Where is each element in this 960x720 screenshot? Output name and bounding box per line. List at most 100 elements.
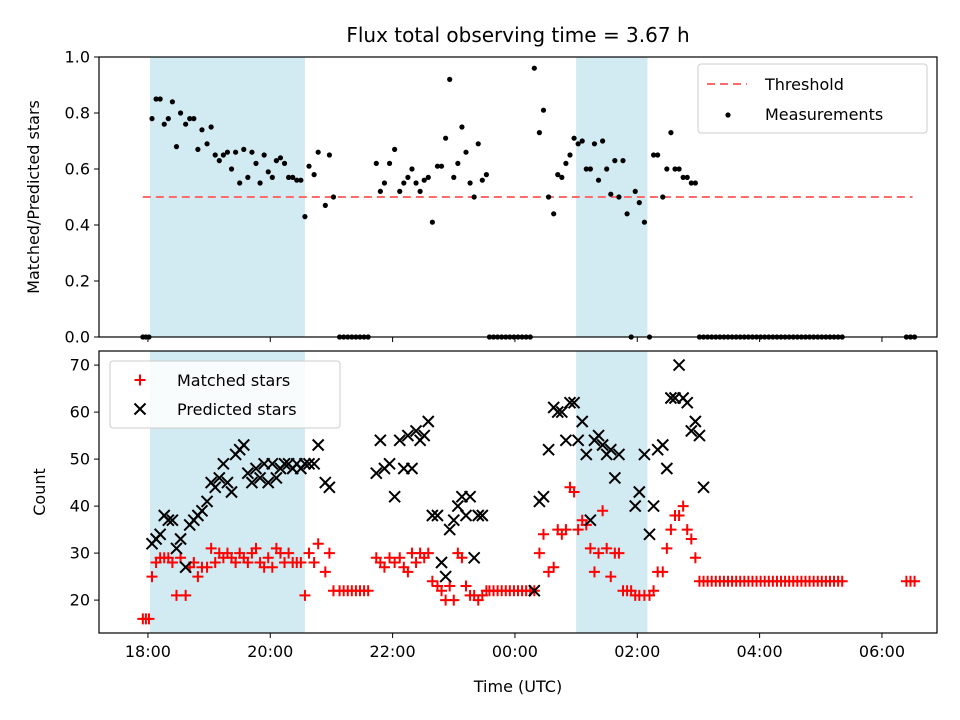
- matched-marker: [410, 557, 422, 568]
- matched-marker: [836, 575, 848, 587]
- matched-legend-marker: [134, 374, 146, 386]
- y-tick-label: 70: [70, 356, 90, 375]
- predicted-marker: [170, 542, 183, 555]
- measurement-point: [195, 146, 201, 152]
- predicted-marker: [612, 448, 626, 461]
- predicted-marker: [298, 457, 312, 471]
- matched-marker: [681, 524, 693, 536]
- y-tick-label: 20: [70, 591, 90, 610]
- y-tick-label: 60: [70, 403, 90, 422]
- y-tick-label: 0.8: [65, 104, 90, 123]
- measurement-point: [434, 163, 441, 169]
- matched-marker: [677, 500, 689, 512]
- measurement-point: [531, 65, 537, 71]
- x-tick-label: 04:00: [737, 642, 783, 661]
- y-tick-label: 0.2: [65, 272, 90, 291]
- ratio-panel: 0.0 0.2 0.4 0.6 0.8 1.0 Matched/Predicted sta…: [24, 48, 938, 347]
- matched-marker: [426, 575, 438, 587]
- matched-marker: [909, 575, 921, 587]
- measurement-point: [624, 211, 630, 217]
- matched-marker: [143, 613, 155, 625]
- count-panel-frame: [98, 350, 938, 634]
- measurement-point: [612, 158, 618, 164]
- predicted-marker: [656, 438, 669, 452]
- measurement-point: [302, 214, 308, 220]
- measurement-point: [559, 174, 565, 180]
- predicted-marker: [660, 462, 674, 475]
- measurement-point: [600, 138, 606, 144]
- matched-marker: [384, 552, 396, 564]
- predicted-marker: [435, 556, 448, 569]
- predicted-marker: [431, 509, 444, 522]
- measurement-point: [680, 174, 686, 180]
- matched-marker: [533, 547, 545, 559]
- y-tick-label: 0.4: [65, 216, 90, 235]
- count-legend: Matched stars Predicted stars: [109, 360, 341, 429]
- measurement-point: [429, 219, 435, 225]
- matched-marker: [166, 557, 178, 568]
- measurement-point: [212, 152, 218, 158]
- matched-marker: [448, 594, 460, 606]
- predicted-marker: [418, 429, 431, 442]
- matched-marker: [378, 561, 390, 573]
- measurement-point: [475, 141, 481, 147]
- measurement-point: [286, 174, 292, 180]
- legend-measurements-label: Measurements: [765, 105, 883, 124]
- measurement-point: [688, 180, 694, 186]
- predicted-marker: [253, 471, 267, 485]
- matched-marker: [689, 552, 701, 564]
- measurement-point: [405, 174, 411, 180]
- matched-marker: [605, 571, 617, 583]
- measurement-point: [595, 177, 602, 183]
- measurement-point: [616, 194, 622, 200]
- measurement-point: [392, 146, 398, 152]
- matched-marker: [460, 580, 472, 592]
- predicted-marker: [225, 485, 238, 499]
- matched-marker: [323, 547, 335, 559]
- x-tick-label: 18:00: [125, 642, 171, 661]
- predicted-marker: [266, 457, 279, 471]
- matched-marker: [548, 561, 560, 573]
- predicted-marker: [422, 415, 435, 428]
- measurement-point: [447, 76, 453, 82]
- matched-marker: [568, 486, 580, 498]
- predicted-marker: [405, 462, 419, 475]
- measurement-point: [294, 177, 300, 183]
- predicted-marker: [323, 481, 336, 494]
- matched-marker: [673, 510, 685, 521]
- measurement-point: [425, 174, 431, 180]
- matched-marker: [665, 524, 677, 536]
- predicted-marker: [681, 396, 694, 409]
- measurement-point: [467, 180, 473, 186]
- matched-marker: [613, 547, 625, 559]
- measurement-point: [157, 96, 163, 102]
- measurement-point: [199, 127, 205, 133]
- measurement-point: [386, 160, 393, 166]
- measurement-point: [413, 180, 419, 186]
- ratio-y-label: Matched/Predicted stars: [24, 100, 43, 294]
- measurement-point: [397, 188, 403, 194]
- predicted-marker: [388, 490, 401, 503]
- measurement-point: [257, 180, 263, 186]
- predicted-marker: [528, 584, 541, 597]
- matched-marker: [308, 557, 320, 568]
- matched-marker: [394, 552, 406, 564]
- matched-marker: [299, 589, 311, 601]
- predicted-marker: [697, 481, 710, 494]
- predicted-marker: [311, 438, 325, 452]
- measurement-point: [668, 130, 674, 136]
- predicted-marker: [580, 448, 593, 461]
- predicted-marker: [476, 509, 489, 522]
- predicted-marker: [409, 424, 423, 438]
- measurement-point: [311, 172, 317, 178]
- measurement-point: [187, 116, 193, 122]
- measurement-point: [322, 202, 328, 208]
- y-tick-label: 50: [70, 450, 90, 469]
- predicted-marker: [643, 528, 656, 541]
- matched-marker: [593, 547, 605, 559]
- measurement-point: [169, 99, 176, 105]
- x-tick-label: 00:00: [492, 642, 538, 661]
- predicted-marker: [262, 476, 275, 489]
- measurement-point: [655, 152, 661, 158]
